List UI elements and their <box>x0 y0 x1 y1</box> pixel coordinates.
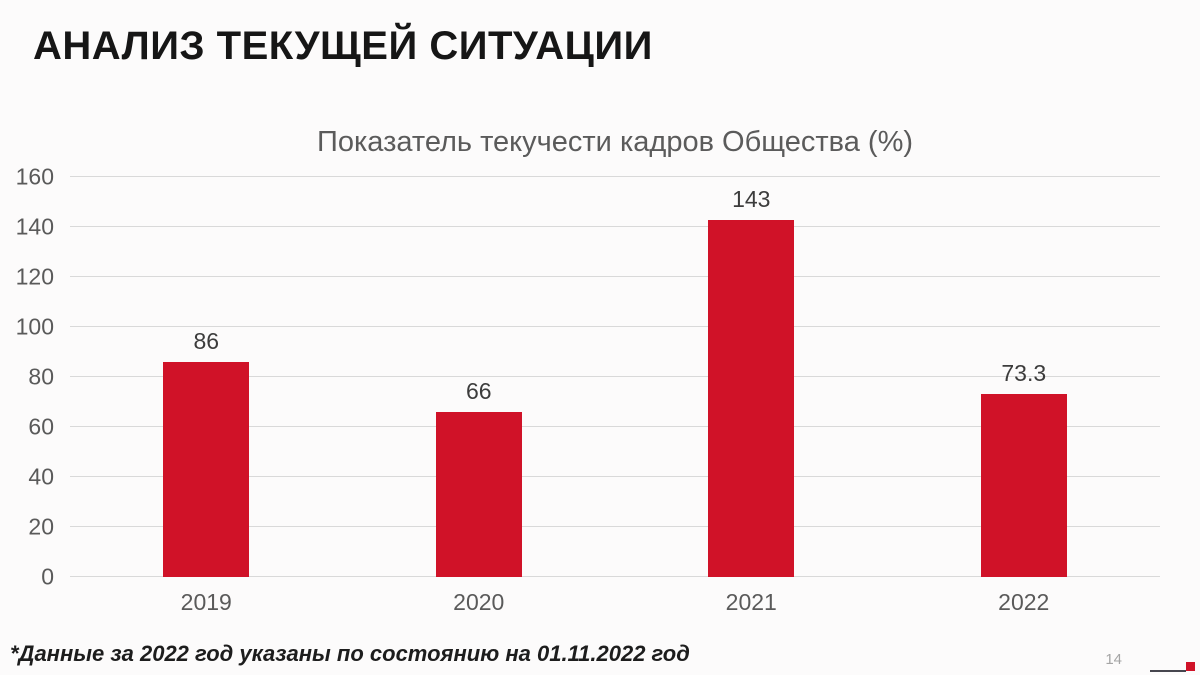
y-tick-label: 20 <box>28 513 54 540</box>
gridline <box>70 276 1160 277</box>
plot-area: 0 20 40 60 80 100 120 140 160 86 2019 66 2020 143 2021… <box>16 165 1160 614</box>
bar-value-label: 143 <box>732 185 771 212</box>
gridline <box>70 476 1160 477</box>
gridline <box>70 526 1160 527</box>
gridline <box>70 176 1160 177</box>
y-tick-label: 60 <box>28 413 54 440</box>
y-tick-label: 100 <box>15 313 54 340</box>
gridline <box>70 426 1160 427</box>
bar-2021 <box>708 219 795 577</box>
y-tick-label: 160 <box>15 163 54 190</box>
bar-value-label: 66 <box>465 378 492 404</box>
footnote: *Данные за 2022 год указаны по состоянию… <box>10 641 690 666</box>
x-tick-label: 2021 <box>725 589 777 615</box>
y-tick-label: 80 <box>28 363 54 390</box>
bar-2020 <box>435 412 522 577</box>
gridline <box>70 576 1160 577</box>
bar-2019 <box>163 362 250 577</box>
y-tick-label: 140 <box>15 213 54 240</box>
bar-value-label: 86 <box>193 328 220 354</box>
y-tick-label: 120 <box>15 263 54 290</box>
y-tick-label: 40 <box>28 463 54 490</box>
logo-line-icon <box>1150 670 1186 672</box>
bar-value-label: 73.3 <box>1001 359 1047 386</box>
gridline <box>70 326 1160 327</box>
logo-red-square-icon <box>1186 662 1195 671</box>
y-tick-label: 0 <box>41 563 54 590</box>
gridline <box>70 226 1160 227</box>
bar-2022 <box>980 393 1067 577</box>
gridline <box>70 376 1160 377</box>
chart-title: Показатель текучести кадров Общества (%) <box>316 126 914 158</box>
x-tick-label: 2020 <box>453 589 505 615</box>
x-tick-label: 2022 <box>998 589 1050 615</box>
logo-fragment <box>1150 660 1195 672</box>
x-tick-label: 2019 <box>180 589 232 615</box>
slide-title: АНАЛИЗ ТЕКУЩЕЙ СИТУАЦИИ <box>33 24 653 68</box>
page-number: 14 <box>1105 651 1122 668</box>
